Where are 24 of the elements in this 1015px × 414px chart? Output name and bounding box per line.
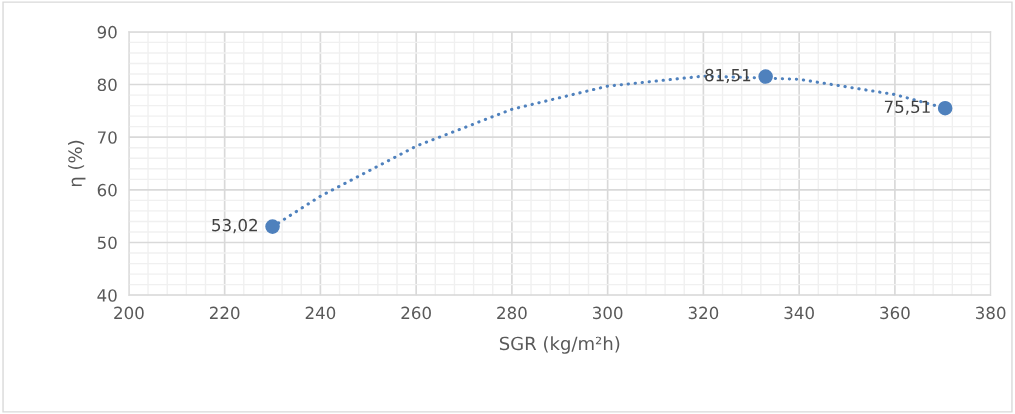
y-tick-label: 50	[97, 236, 117, 250]
y-tick-label: 60	[97, 183, 117, 197]
point	[937, 100, 953, 116]
x-tick-label: 360	[880, 306, 910, 320]
data-label: 53,02	[212, 218, 257, 234]
x-tick-label: 300	[593, 306, 623, 320]
x-tick-label: 320	[688, 306, 719, 320]
x-tick-label: 280	[497, 306, 527, 320]
y-tick-label: 40	[97, 289, 117, 302]
x-tick-label: 240	[305, 306, 336, 320]
y-tick-label: 70	[97, 131, 117, 144]
point	[758, 69, 773, 84]
y-tick-label: 90	[97, 25, 117, 39]
data-label: 81,51	[705, 68, 751, 84]
y-axis-title: η (%)	[68, 140, 86, 187]
x-tick-label: 260	[401, 306, 431, 320]
x-tick-label: 200	[114, 306, 144, 320]
x-tick-label: 220	[209, 306, 240, 320]
data-label: 75,51	[884, 100, 930, 115]
x-tick-label: 340	[784, 306, 814, 320]
point	[265, 219, 280, 234]
x-tick-label: 380	[976, 306, 1006, 320]
x-axis-title: SGR (kg/m²h)	[499, 336, 620, 354]
y-tick-label: 80	[97, 78, 117, 92]
